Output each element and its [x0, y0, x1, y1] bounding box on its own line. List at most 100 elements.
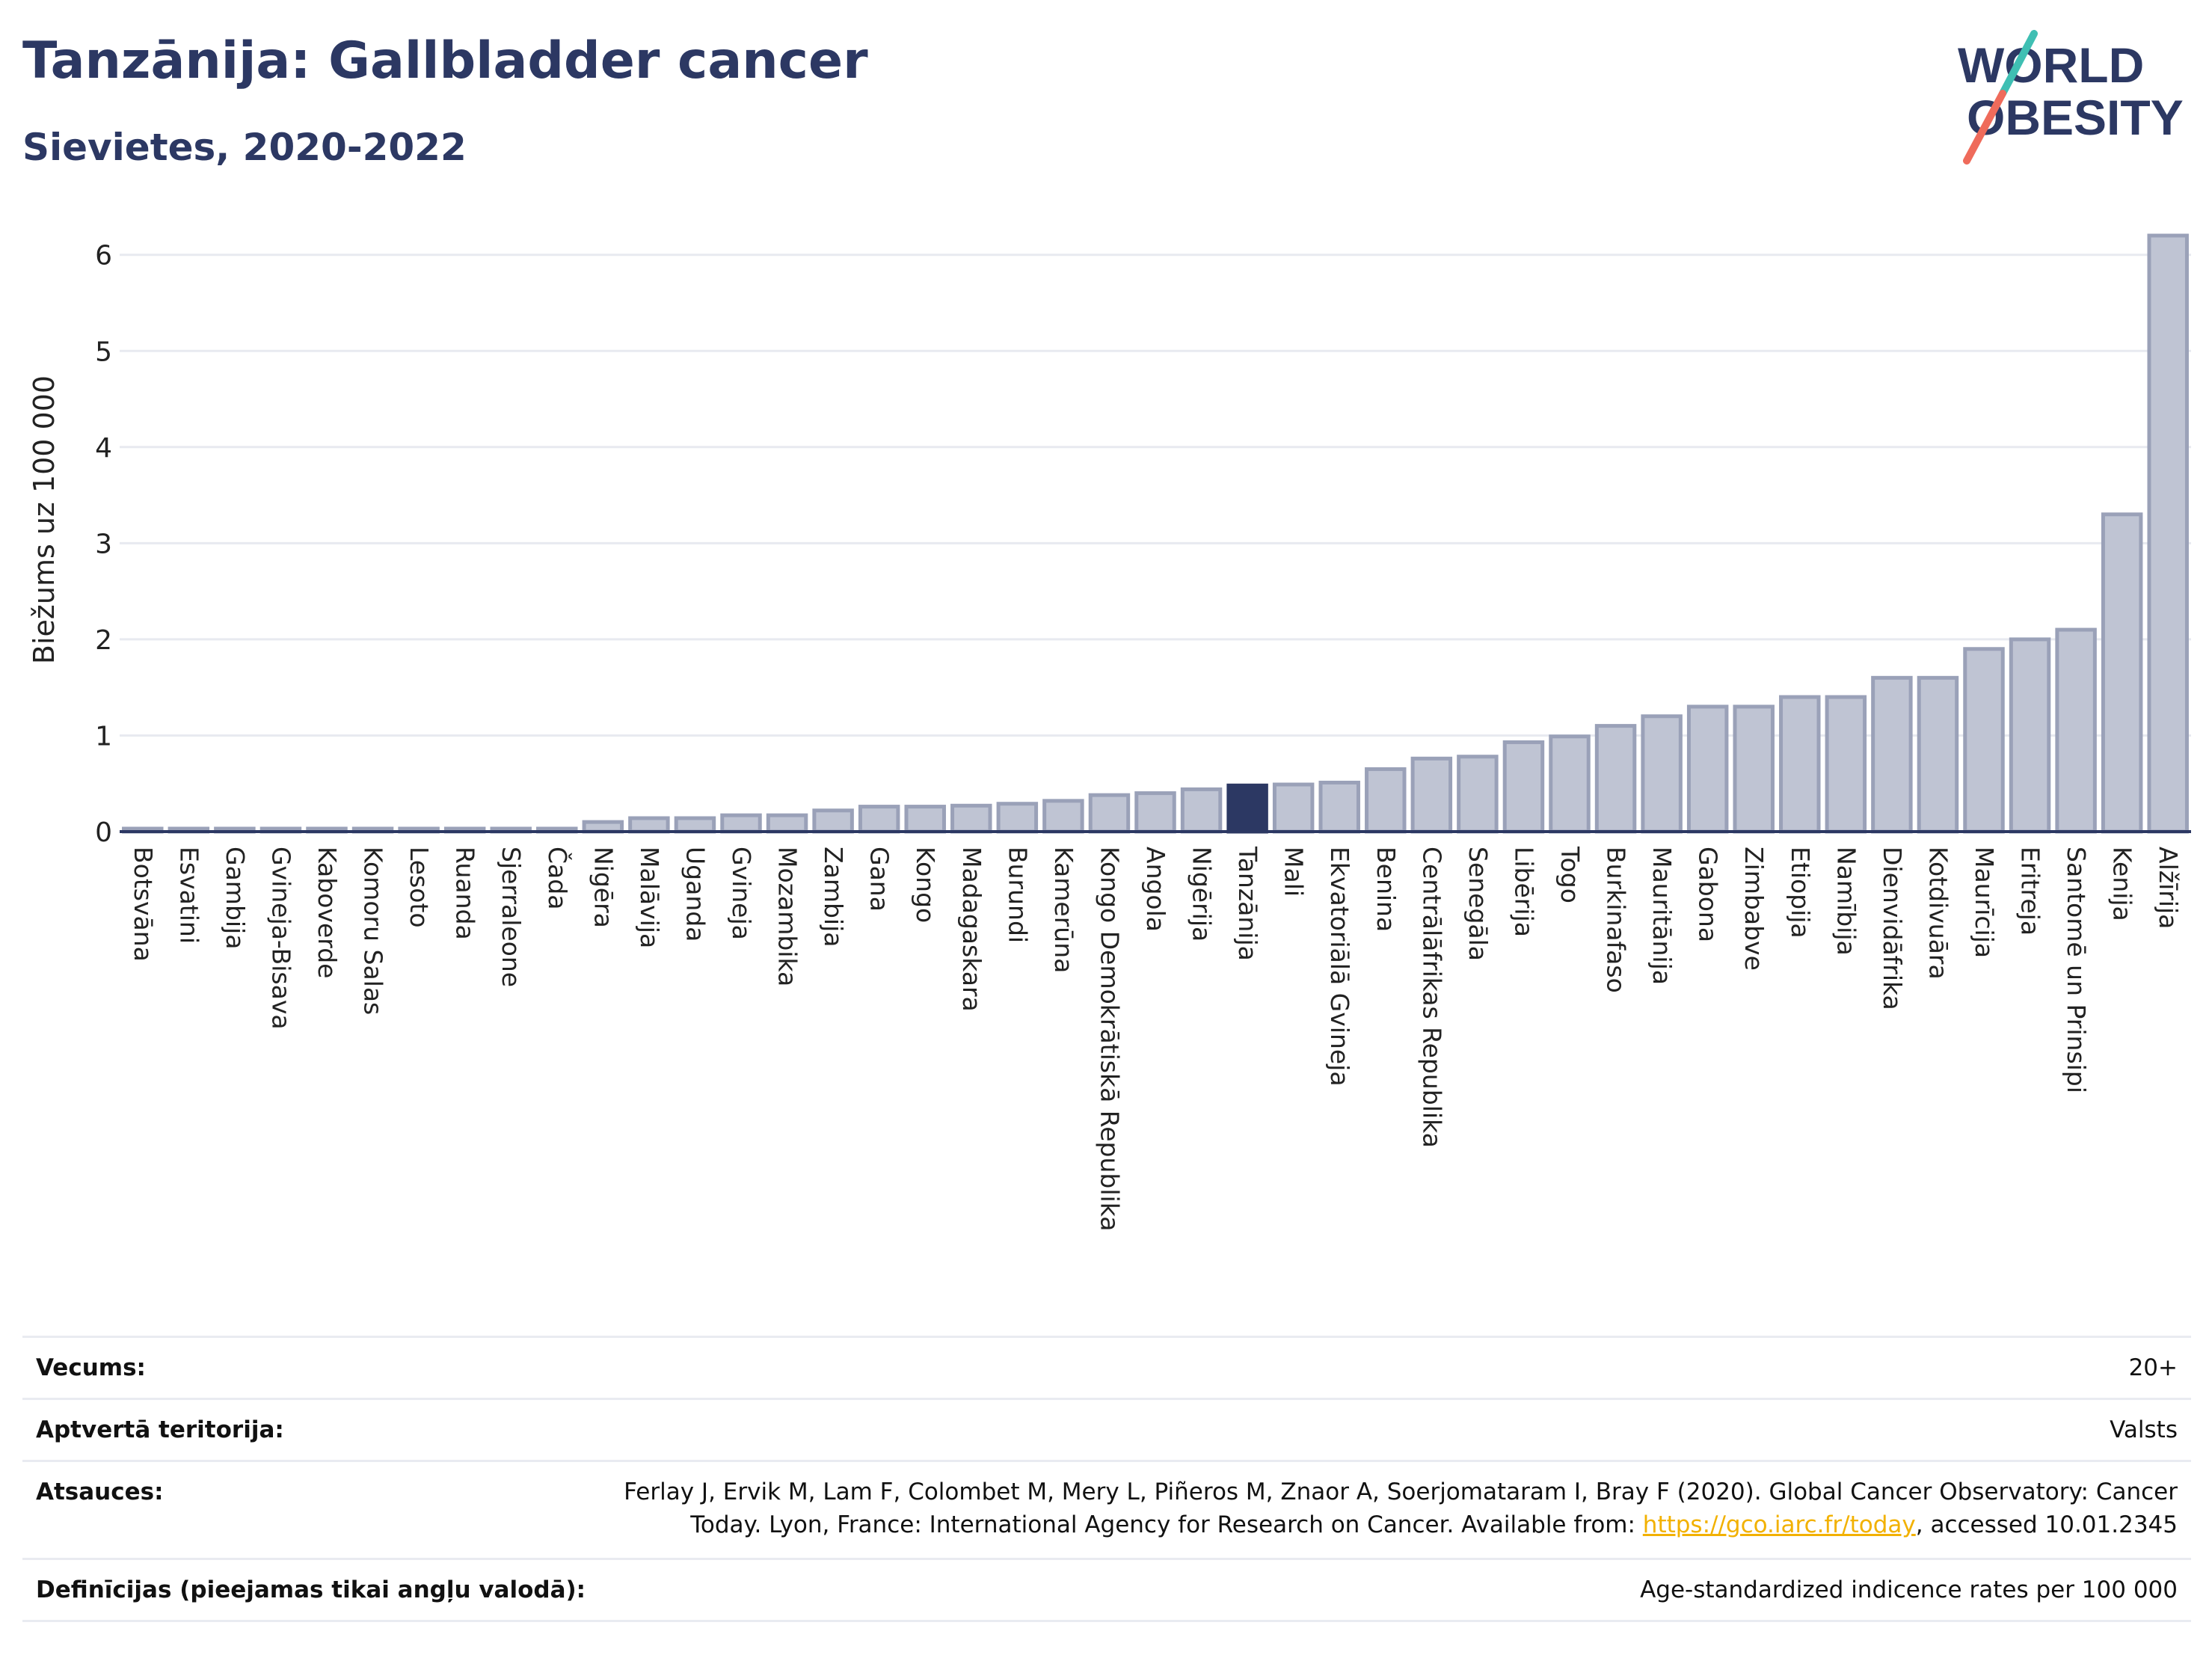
reference-line-2: Today. Lyon, France: International Agenc…	[624, 1508, 2178, 1541]
bar-Mozambika	[766, 813, 808, 834]
y-tick-label: 6	[95, 241, 112, 271]
x-tick-label: Esvatini	[174, 847, 203, 944]
x-tick-label: Alžīrija	[2154, 847, 2183, 929]
x-tick-label: Santomē un Prinsipi	[2062, 847, 2091, 1093]
x-tick-label: Čada	[543, 847, 573, 909]
x-tick-label: Gabona	[1694, 847, 1723, 942]
x-tick-label: Mauritānija	[1647, 847, 1677, 985]
bar-Zimbabve	[1733, 704, 1775, 834]
bar-Mali	[1272, 782, 1315, 834]
bar-Dienvidāfrika	[1871, 675, 1913, 834]
bar-Kamerūna	[1042, 799, 1084, 834]
info-value: Valsts	[2110, 1416, 2178, 1443]
x-tick-label: Kotdivuāra	[1923, 847, 1953, 980]
bar-Kongo	[904, 805, 946, 834]
x-tick-label: Mozambika	[773, 847, 802, 986]
info-value: Age-standardized indicence rates per 100…	[1640, 1576, 2178, 1603]
x-tick-label: Gambija	[221, 847, 250, 949]
y-axis-label: Biežums uz 100 000	[28, 375, 61, 664]
info-value: 20+	[2128, 1354, 2178, 1381]
bar-Gana	[858, 805, 900, 834]
y-tick-label: 3	[95, 529, 112, 559]
x-tick-label: Kongo	[911, 847, 940, 923]
bar-Santomē un Prinsipi	[2055, 627, 2097, 834]
info-label: Definīcijas (pieejamas tikai angļu valod…	[36, 1576, 586, 1603]
x-tick-label: Nigērija	[1188, 847, 1217, 942]
x-tick-label: Maurīcija	[1970, 847, 1999, 958]
logo-line1: WORLD	[1958, 37, 2144, 93]
x-tick-label: Madagaskara	[957, 847, 986, 1012]
info-label: Aptvertā teritorija:	[36, 1416, 284, 1443]
info-row-references: Atsauces: Ferlay J, Ervik M, Lam F, Colo…	[22, 1460, 2191, 1558]
x-tick-label: Mali	[1279, 847, 1309, 897]
bar-Madagaskara	[950, 803, 992, 834]
bar-Ekvatoriālā Gvineja	[1318, 780, 1360, 834]
x-tick-label: Angola	[1141, 847, 1170, 932]
bar-Malāvija	[628, 816, 670, 834]
y-tick-label: 2	[95, 625, 112, 656]
bar-chart: 0 1 2 3 4 5 6 Biežums uz 100 000 Botsvāna Esvat…	[28, 233, 2191, 1231]
x-tick-label: Eritreja	[2016, 847, 2045, 936]
bar-Togo	[1549, 734, 1591, 834]
gridlines	[120, 254, 2191, 737]
bar-Mauritānija	[1641, 714, 1683, 834]
info-row-territory: Aptvertā teritorija: Valsts	[22, 1398, 2191, 1460]
y-tick-label: 1	[95, 721, 112, 752]
reference-link[interactable]: https://gco.iarc.fr/today	[1642, 1511, 1916, 1538]
x-tick-label: Senegāla	[1463, 847, 1493, 961]
info-row-age: Vecums: 20+	[22, 1336, 2191, 1398]
x-tick-label: Botsvāna	[129, 847, 158, 962]
x-tick-label: Togo	[1555, 846, 1585, 903]
x-tick-label: Dienvidāfrika	[1878, 847, 1907, 1010]
bar-Kotdivuāra	[1917, 675, 1959, 834]
x-tick-label: Ekvatoriālā Gvineja	[1325, 847, 1354, 1087]
x-tick-label: Namībija	[1831, 847, 1861, 956]
reference-accessed: , accessed 10.01.2345	[1915, 1511, 2178, 1538]
x-tick-label: Etiopija	[1786, 847, 1815, 939]
bar-Kongo Demokrātiskā Republika	[1088, 793, 1131, 834]
bar-Tanzānija	[1226, 783, 1268, 834]
x-tick-label: Nigēra	[589, 847, 618, 928]
x-tick-label: Sjerraleone	[497, 847, 526, 987]
world-obesity-logo: WORLD OBESITY	[1958, 30, 2184, 165]
x-axis-labels: Botsvāna Esvatini Gambija Gvineja-Bisava Kab…	[129, 846, 2183, 1231]
info-value: Ferlay J, Ervik M, Lam F, Colombet M, Me…	[624, 1476, 2178, 1541]
x-tick-label: Libērija	[1509, 847, 1538, 937]
y-tick-label: 5	[95, 337, 112, 367]
page-title: Tanzānija: Gallbladder cancer	[22, 31, 868, 90]
info-label: Vecums:	[36, 1354, 146, 1381]
bar-Uganda	[674, 816, 716, 834]
x-tick-label: Kongo Demokrātiskā Republika	[1095, 847, 1124, 1231]
x-tick-label: Uganda	[681, 847, 710, 942]
bar-Burundi	[996, 802, 1039, 834]
info-table: Vecums: 20+ Aptvertā teritorija: Valsts …	[22, 1336, 2191, 1622]
x-tick-label: Gvineja	[727, 847, 756, 940]
bar-Zambija	[812, 808, 854, 834]
x-tick-label: Lesoto	[405, 847, 434, 928]
x-tick-label: Zimbabve	[1739, 847, 1769, 971]
reference-text: Today. Lyon, France: International Agenc…	[690, 1511, 1643, 1538]
bar-Senegāla	[1457, 755, 1499, 834]
bar-Eritreja	[2009, 637, 2051, 834]
info-label: Atsauces:	[36, 1479, 164, 1505]
x-tick-label: Kamerūna	[1049, 847, 1078, 973]
bar-Alžīrija	[2147, 233, 2189, 834]
x-tick-label: Burkinafaso	[1602, 847, 1631, 993]
y-axis-ticks: 0 1 2 3 4 5 6	[95, 241, 112, 848]
bar-Nigērija	[1180, 787, 1223, 834]
bar-Libērija	[1502, 740, 1545, 834]
bar-Etiopija	[1779, 695, 1821, 834]
info-row-definitions: Definīcijas (pieejamas tikai angļu valod…	[22, 1558, 2191, 1622]
x-tick-label: Kenija	[2108, 847, 2137, 921]
page-subtitle: Sievietes, 2020-2022	[22, 126, 467, 169]
bar-Kenija	[2101, 512, 2143, 834]
x-tick-label: Ruanda	[451, 847, 480, 940]
x-tick-label: Malāvija	[635, 847, 664, 948]
x-tick-label: Komoru Salas	[359, 847, 388, 1015]
x-tick-label: Gana	[865, 847, 894, 912]
x-tick-label: Gvineja-Bisava	[266, 847, 295, 1030]
x-tick-label: Benina	[1371, 847, 1401, 932]
bar-Angola	[1134, 791, 1176, 834]
bar-Namībija	[1825, 695, 1867, 834]
reference-line-1: Ferlay J, Ervik M, Lam F, Colombet M, Me…	[624, 1479, 2178, 1505]
